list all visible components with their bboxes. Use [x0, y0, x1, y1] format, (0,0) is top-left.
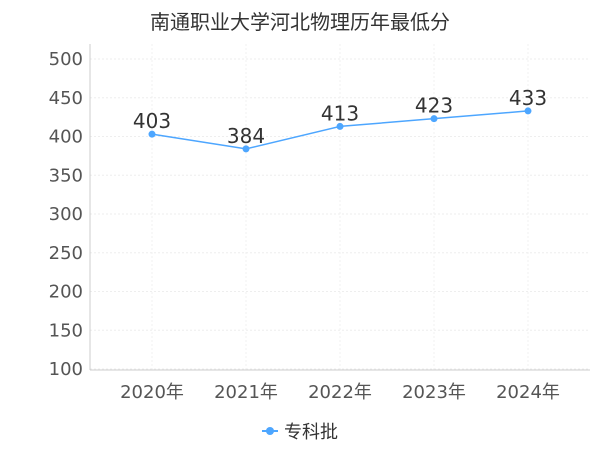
data-point	[524, 107, 532, 115]
y-tick-label: 150	[49, 320, 83, 341]
legend: 专科批	[0, 418, 600, 444]
x-tick-label: 2022年	[308, 382, 372, 403]
y-tick-label: 350	[49, 165, 83, 186]
data-label: 413	[321, 101, 359, 125]
data-label: 423	[415, 94, 453, 118]
y-tick-label: 400	[49, 127, 83, 148]
x-tick-labels: 2020年 2021年 2022年 2023年 2024年	[120, 382, 560, 403]
data-label: 403	[133, 109, 171, 133]
data-labels: 403 384 413 423 433	[133, 86, 547, 148]
data-point	[430, 115, 438, 123]
data-point	[336, 122, 344, 130]
data-label: 384	[227, 124, 265, 148]
legend-dot	[266, 427, 274, 435]
axes	[89, 44, 590, 371]
data-label: 433	[509, 86, 547, 110]
y-tick-label: 500	[49, 49, 83, 70]
x-tick-label: 2020年	[120, 382, 184, 403]
x-tick-label: 2024年	[496, 382, 560, 403]
legend-marker	[262, 425, 278, 437]
x-tick-label: 2023年	[402, 382, 466, 403]
y-tick-label: 200	[49, 282, 83, 303]
grid-lines	[90, 44, 590, 370]
legend-label: 专科批	[284, 422, 338, 443]
y-tick-label: 250	[49, 243, 83, 264]
chart-title: 南通职业大学河北物理历年最低分	[150, 10, 450, 34]
y-tick-label: 450	[49, 88, 83, 109]
y-tick-label: 100	[49, 359, 83, 380]
y-tick-label: 300	[49, 204, 83, 225]
x-tick-label: 2021年	[214, 382, 278, 403]
data-point	[148, 130, 156, 138]
y-tick-labels: 100 150 200 250 300 350 400 450 500	[49, 49, 83, 380]
data-points	[148, 107, 532, 153]
data-point	[242, 145, 250, 153]
